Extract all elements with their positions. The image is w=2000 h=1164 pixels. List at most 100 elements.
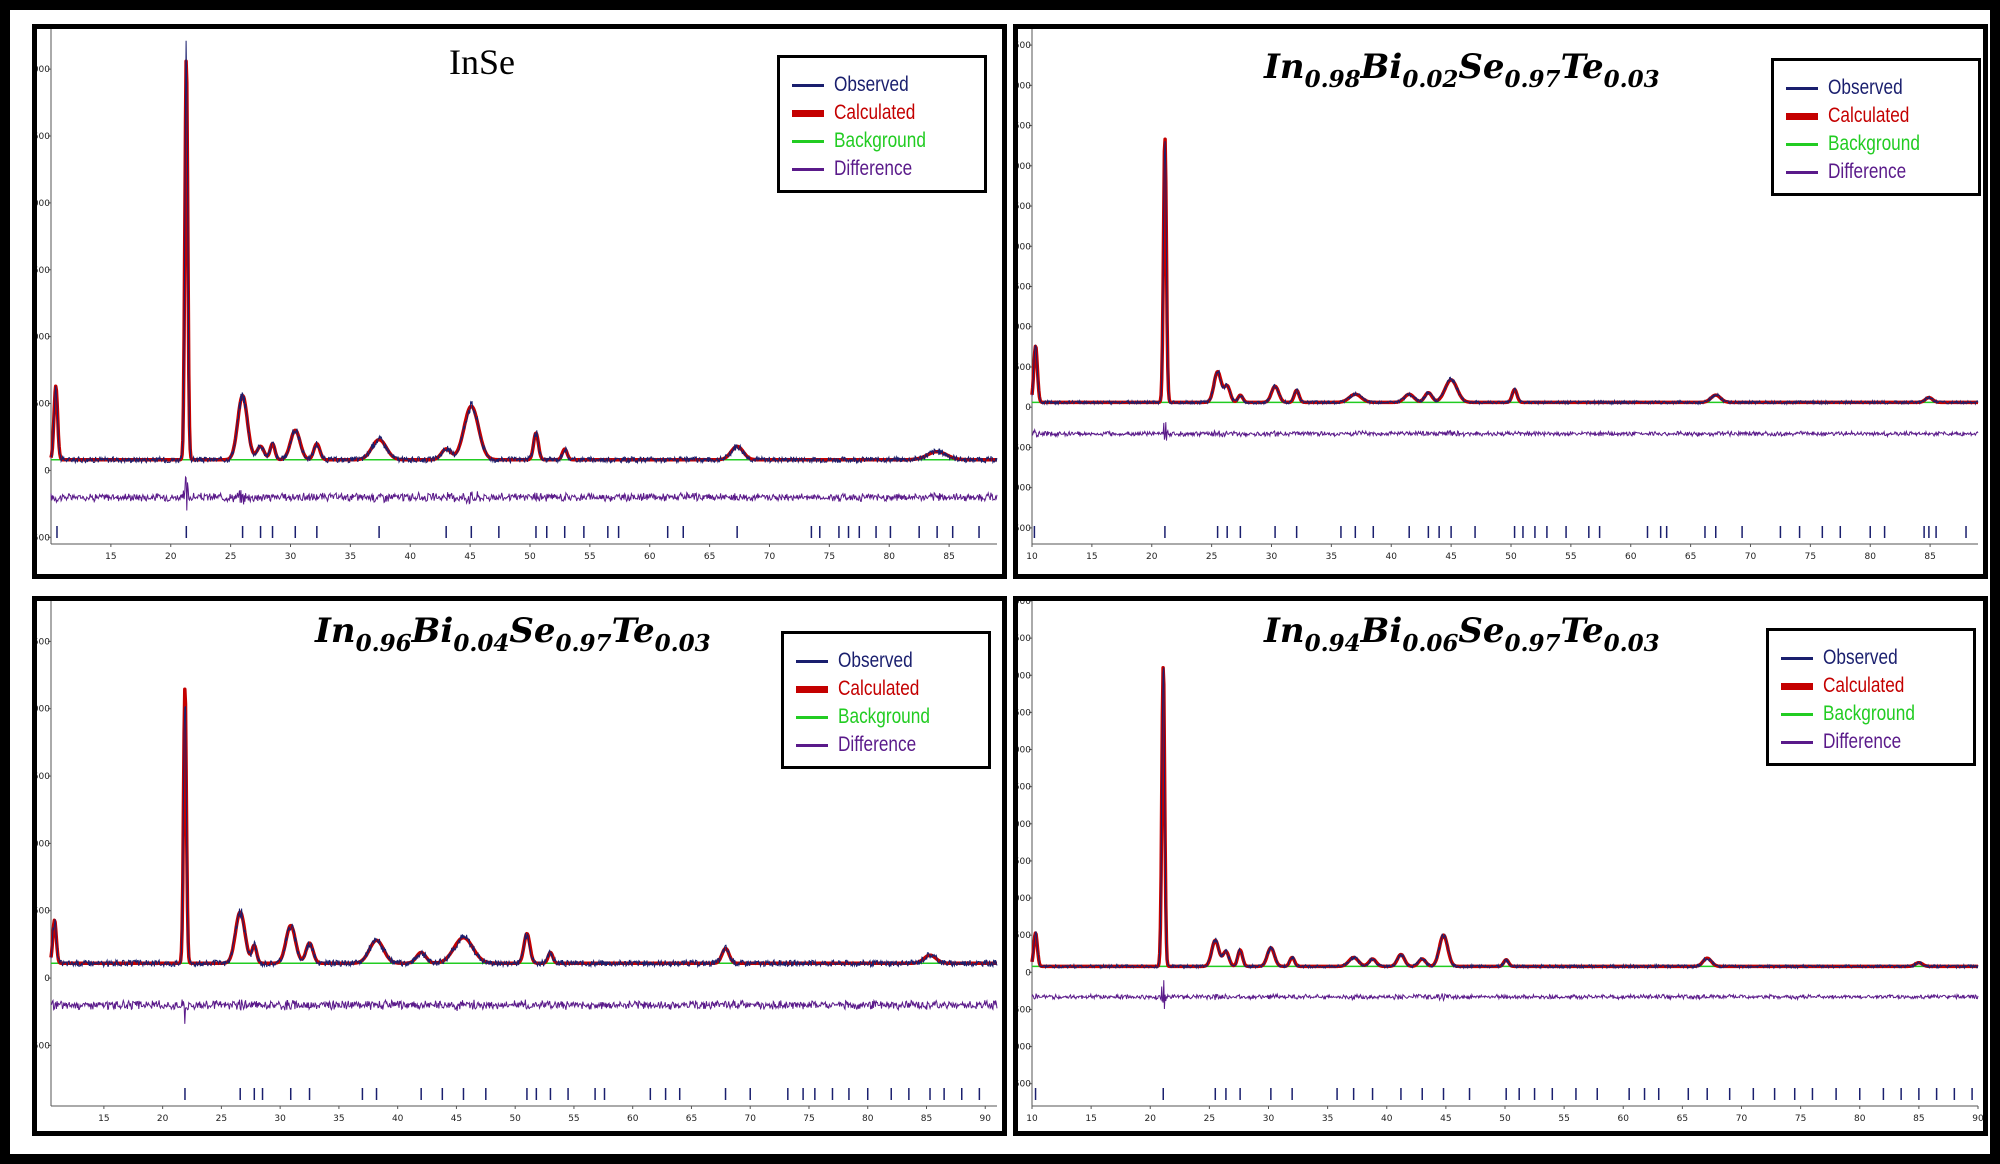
legend: Observed Calculated Background Differenc…	[781, 631, 991, 769]
y-tick-label: 2500	[37, 637, 50, 647]
formula-subscript-3: 0.97	[555, 630, 612, 657]
chart-plot-in098: 10 15 20 25 30 35 40 45 50 55 60 65 70 75 80 85 -1500 -10…	[1018, 29, 1980, 562]
x-tick-label: 35	[345, 552, 356, 562]
x-tick-label: 50	[1505, 552, 1517, 562]
calculated-swatch	[796, 685, 828, 693]
y-tick-label: 1000	[37, 333, 50, 343]
x-tick-label: 60	[1618, 1114, 1630, 1124]
x-tick-label: 45	[451, 1114, 462, 1124]
legend: Observed Calculated Background Differenc…	[1771, 58, 1981, 196]
observed-swatch	[1781, 656, 1813, 660]
x-tick-label: 25	[1206, 552, 1217, 562]
y-tick-label: -500	[1018, 443, 1031, 453]
difference-line	[1031, 422, 1979, 441]
formula-element-4: Te	[1560, 47, 1604, 87]
y-tick-label: 0	[1025, 403, 1031, 413]
legend-observed: Observed	[838, 649, 913, 672]
calculated-swatch	[1781, 682, 1813, 690]
x-tick-label: 55	[568, 1114, 579, 1124]
y-tick-label: 3500	[1018, 122, 1031, 132]
formula-subscript-4: 0.03	[1603, 66, 1660, 93]
panel-title: In0.98Bi0.02Se0.97Te0.03	[1264, 47, 1660, 93]
y-tick-label: -500	[37, 1041, 50, 1051]
legend-background: Background	[1823, 702, 1915, 725]
formula-element-2: Bi	[1360, 47, 1403, 87]
x-tick-label: 75	[824, 552, 835, 562]
x-tick-label: 70	[1736, 1114, 1748, 1124]
y-tick-label: 2500	[1018, 202, 1031, 212]
formula-element-1: In	[1264, 611, 1305, 651]
formula-subscript-1: 0.98	[1304, 66, 1361, 93]
difference-swatch	[796, 743, 828, 747]
difference-line	[50, 475, 998, 511]
x-tick-label: 85	[1924, 552, 1935, 562]
panel-in098: 10 15 20 25 30 35 40 45 50 55 60 65 70 75 80 85 -1500 -10…	[1013, 24, 1988, 579]
observed-line	[1031, 667, 1979, 970]
x-tick-label: 50	[524, 552, 536, 562]
x-tick-label: 40	[1386, 552, 1398, 562]
formula-element-4: Te	[611, 611, 655, 651]
x-tick-label: 35	[1326, 552, 1337, 562]
formula-element-3: Se	[509, 611, 556, 651]
y-tick-label: 0	[44, 466, 50, 476]
difference-line	[50, 998, 998, 1024]
x-tick-label: 85	[921, 1114, 932, 1124]
chart-plot-inse: 15 20 25 30 35 40 45 50 55 60 65 70 75 80 85 -500 0 500 10…	[37, 29, 999, 562]
y-tick-label: -1500	[1018, 1080, 1031, 1090]
x-tick-label: 20	[1145, 1114, 1157, 1124]
y-tick-label: -1500	[1018, 524, 1031, 534]
y-tick-label: 2000	[37, 705, 50, 715]
observed-swatch	[1786, 86, 1818, 90]
legend-observed: Observed	[1823, 646, 1898, 669]
formula-subscript-4: 0.03	[1603, 630, 1660, 657]
calculated-swatch	[1786, 112, 1818, 120]
y-tick-label: 3000	[37, 65, 50, 75]
x-tick-label: 30	[1266, 552, 1278, 562]
y-tick-label: 1500	[1018, 283, 1031, 293]
observed-swatch	[792, 83, 824, 87]
panel-in096: 15 20 25 30 35 40 45 50 55 60 65 70 75 80 85 90 -500 0 500…	[32, 596, 1007, 1136]
x-tick-label: 15	[98, 1114, 109, 1124]
panel-title: In0.96Bi0.04Se0.97Te0.03	[315, 611, 711, 657]
x-tick-label: 60	[627, 1114, 639, 1124]
x-tick-label: 25	[216, 1114, 227, 1124]
panel-in094: 10 15 20 25 30 35 40 45 50 55 60 65 70 75 80 85 90 -1500 -…	[1013, 596, 1988, 1136]
y-tick-label: 2000	[37, 199, 50, 209]
y-tick-label: 0	[44, 974, 50, 984]
legend-background: Background	[1828, 132, 1920, 155]
x-tick-label: 80	[884, 552, 896, 562]
formula-element-3: Se	[1458, 611, 1505, 651]
background-swatch	[792, 139, 824, 143]
x-tick-label: 40	[405, 552, 417, 562]
formula-subscript-2: 0.02	[1402, 66, 1459, 93]
x-tick-label: 60	[644, 552, 656, 562]
x-tick-label: 75	[1795, 1114, 1806, 1124]
panel-inse: 15 20 25 30 35 40 45 50 55 60 65 70 75 80 85 -500 0 500 10…	[32, 24, 1007, 579]
x-tick-label: 15	[105, 552, 116, 562]
x-tick-label: 35	[333, 1114, 344, 1124]
x-tick-label: 60	[1625, 552, 1637, 562]
formula-element-1: In	[315, 611, 356, 651]
x-tick-label: 70	[764, 552, 776, 562]
y-tick-label: 4500	[1018, 41, 1031, 51]
legend-calculated: Calculated	[1823, 674, 1905, 697]
x-tick-label: 30	[274, 1114, 286, 1124]
y-tick-label: 1500	[37, 772, 50, 782]
x-tick-label: 30	[285, 552, 297, 562]
x-tick-label: 10	[1026, 1114, 1038, 1124]
legend-observed: Observed	[834, 73, 909, 96]
legend: Observed Calculated Background Differenc…	[777, 55, 987, 193]
formula-subscript-2: 0.04	[453, 630, 510, 657]
formula-subscript-4: 0.03	[654, 630, 711, 657]
x-tick-label: 30	[1263, 1114, 1275, 1124]
x-tick-label: 20	[1146, 552, 1158, 562]
y-tick-label: -1000	[1018, 484, 1031, 494]
y-tick-label: 0	[1025, 968, 1031, 978]
formula-element-3: Se	[1458, 47, 1505, 87]
formula-subscript-2: 0.06	[1402, 630, 1459, 657]
difference-swatch	[1786, 170, 1818, 174]
x-tick-label: 20	[165, 552, 177, 562]
y-tick-label: 2500	[37, 132, 50, 142]
x-tick-label: 40	[392, 1114, 404, 1124]
observed-line	[50, 40, 998, 465]
